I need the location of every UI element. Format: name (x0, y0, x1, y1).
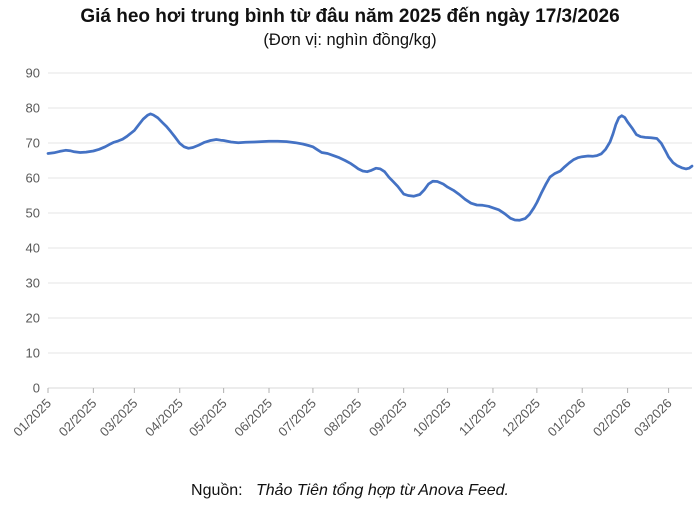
x-tick-label: 02/2025 (56, 396, 100, 440)
y-tick-label: 80 (26, 101, 40, 116)
x-tick-label: 03/2025 (97, 396, 141, 440)
y-tick-label: 20 (26, 311, 40, 326)
x-tick-label: 12/2025 (499, 396, 543, 440)
y-tick-label: 0 (33, 381, 40, 396)
line-chart: 0 10 20 30 40 50 60 70 80 90 01/2025 02/202503/2025… (10, 66, 694, 440)
x-tick-label: 03/2026 (631, 396, 675, 440)
source-line: Nguồn: Thảo Tiên tổng hợp từ Anova Feed. (0, 482, 700, 500)
y-tick-label: 40 (26, 241, 40, 256)
chart-subtitle: (Đơn vị: nghìn đồng/kg) (263, 30, 437, 49)
x-tick-label: 08/2025 (321, 396, 365, 440)
y-tick-label: 50 (26, 206, 40, 221)
source-text: Thảo Tiên tổng hợp từ Anova Feed. (255, 482, 509, 499)
x-tick-label: 02/2026 (590, 396, 634, 440)
x-tick-label: 10/2025 (410, 396, 454, 440)
chart-area: 0 10 20 30 40 50 60 70 80 90 01/2025 02/2025 03/2025… (0, 58, 700, 462)
x-tick-label: 11/2025 (456, 396, 499, 439)
chart-title: Giá heo hơi trung bình từ đâu năm 2025 đ… (80, 6, 620, 27)
x-tick-label: 04/2025 (142, 396, 186, 440)
y-tick-label: 70 (26, 136, 40, 151)
y-tick-label: 30 (26, 276, 40, 291)
x-tick-label: 06/2025 (231, 396, 275, 440)
x-tick-label: 01/2026 (545, 396, 589, 440)
y-tick-label: 10 (26, 346, 40, 361)
x-tick-label: 05/2025 (186, 396, 230, 440)
x-tick-label: 07/2025 (275, 396, 319, 440)
x-tick-label: 09/2025 (366, 396, 410, 440)
price-line (46, 112, 694, 222)
y-tick-label: 90 (26, 66, 40, 81)
x-tick-label: 01/2025 (10, 396, 54, 440)
y-tick-label: 60 (26, 171, 40, 186)
source-label: Nguồn: (191, 482, 243, 499)
